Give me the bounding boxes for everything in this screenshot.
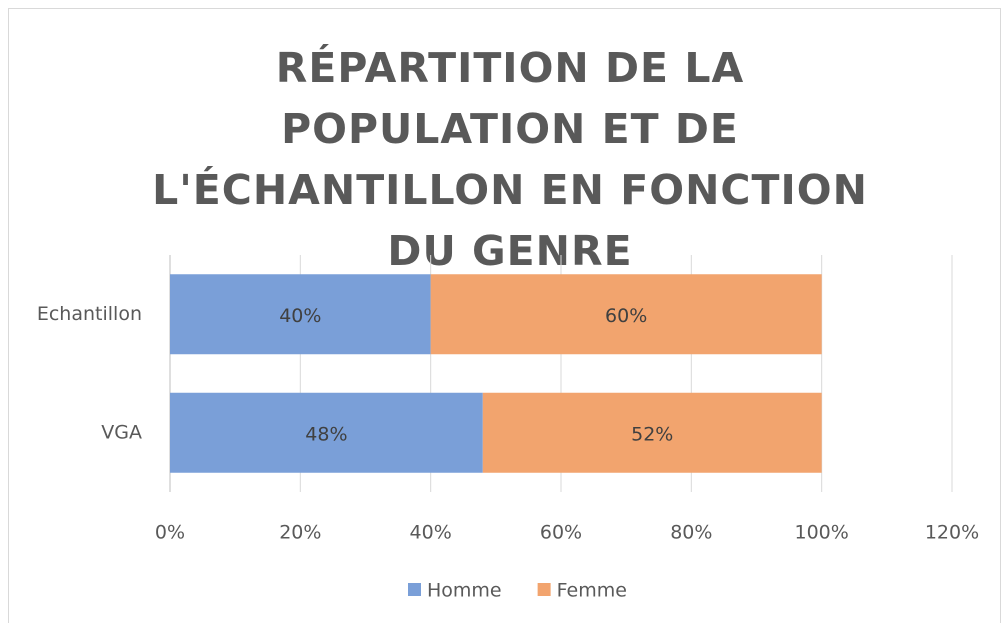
legend-label: Femme — [557, 580, 627, 602]
legend-label: Homme — [427, 580, 502, 602]
chart-frame — [8, 8, 1001, 623]
bar — [482, 392, 822, 473]
x-tick-label: 80% — [670, 522, 712, 544]
x-tick-label: 40% — [410, 522, 452, 544]
data-label: 48% — [305, 423, 347, 445]
y-tick-label: Echantillon — [37, 303, 142, 325]
legend-swatch — [408, 583, 421, 596]
x-tick-label: 100% — [795, 522, 849, 544]
x-tick-label: 120% — [925, 522, 979, 544]
data-label: 40% — [279, 305, 321, 327]
y-tick-label: VGA — [101, 421, 142, 443]
legend-swatch — [537, 583, 551, 596]
bar — [170, 392, 483, 473]
x-tick-label: 20% — [279, 522, 321, 544]
bar — [430, 274, 822, 355]
x-tick-label: 0% — [155, 522, 185, 544]
data-label: 52% — [631, 423, 673, 445]
chart-title: RÉPARTITION DE LA POPULATION ET DE L'ÉCH… — [152, 44, 868, 275]
data-label: 60% — [605, 305, 647, 327]
x-tick-label: 60% — [540, 522, 582, 544]
bar — [170, 274, 431, 355]
